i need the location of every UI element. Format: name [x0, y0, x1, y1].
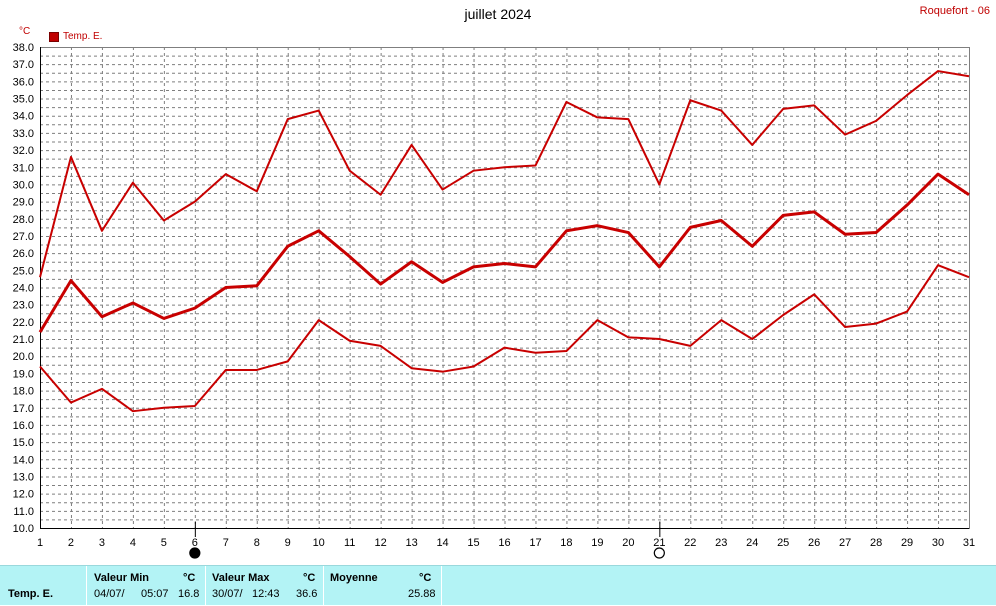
x-tick-label: 9: [285, 537, 291, 549]
y-tick-label: 16.0: [13, 420, 34, 432]
mean-value: 25.88: [408, 588, 436, 600]
max-date: 30/07/: [212, 588, 243, 600]
legend-swatch: [49, 31, 59, 42]
series-line-min: [39, 264, 970, 413]
y-tick-label: 12.0: [13, 489, 34, 501]
y-tick-label: 35.0: [13, 94, 34, 106]
x-tick-label: 10: [313, 537, 325, 549]
x-tick-label: 27: [839, 537, 851, 549]
mean-unit: °C: [419, 572, 432, 584]
chart-plot: 10.0 11.0 12.0 13.0 14.0 15.0 16.0 17.0 18.0 19.0…: [13, 42, 975, 559]
y-tick-label: 33.0: [13, 128, 34, 140]
y-tick-label: 37.0: [13, 59, 34, 71]
stats-divider: [441, 566, 442, 606]
stats-divider: [86, 566, 87, 606]
min-value: 16.8: [178, 588, 200, 600]
grid: [40, 47, 969, 528]
y-tick-label: 25.0: [13, 265, 34, 277]
min-unit: °C: [183, 572, 196, 584]
x-tick-label: 7: [223, 537, 229, 549]
y-tick-label: 23.0: [13, 300, 34, 312]
statistics-bar: Temp. E. Valeur Min °C 04/07/ 05:07 16.8…: [0, 565, 996, 606]
min-date: 04/07/: [94, 588, 125, 600]
x-tick-label: 5: [161, 537, 167, 549]
y-tick-label: 34.0: [13, 111, 34, 123]
y-tick-label: 27.0: [13, 231, 34, 243]
series-lines: [38, 70, 970, 413]
y-tick-label: 14.0: [13, 454, 34, 466]
y-tick-label: 26.0: [13, 248, 34, 260]
x-tick-label: 21: [653, 537, 665, 549]
y-tick-label: 10.0: [13, 523, 34, 535]
min-time: 05:07: [141, 588, 169, 600]
moon-phase-markers: [189, 522, 665, 559]
x-tick-label: 22: [684, 537, 696, 549]
y-tick-label: 17.0: [13, 403, 34, 415]
x-tick-label: 29: [901, 537, 913, 549]
y-tick-label: 29.0: [13, 197, 34, 209]
y-tick-label: 22.0: [13, 317, 34, 329]
x-axis-ticks: 1 2 3 4 5 6 7 8 9 10 11 12 13 14 15 16 17 18 19 20 21 22 23 24 2…: [37, 537, 975, 549]
x-tick-label: 28: [870, 537, 882, 549]
y-tick-label: 18.0: [13, 386, 34, 398]
x-tick-label: 2: [68, 537, 74, 549]
stats-divider: [323, 566, 324, 606]
x-tick-label: 25: [777, 537, 789, 549]
stats-row-label: Temp. E.: [8, 588, 54, 600]
x-tick-label: 30: [932, 537, 944, 549]
x-tick-label: 19: [591, 537, 603, 549]
x-tick-label: 6: [192, 537, 198, 549]
x-tick-label: 20: [622, 537, 634, 549]
new-moon-icon: [189, 547, 201, 559]
series-line-mean: [38, 172, 970, 333]
x-tick-label: 17: [529, 537, 541, 549]
y-tick-label: 28.0: [13, 214, 34, 226]
full-moon-icon: [653, 547, 665, 559]
x-tick-label: 23: [715, 537, 727, 549]
legend: Temp. E.: [49, 31, 102, 42]
x-tick-label: 3: [99, 537, 105, 549]
x-tick-label: 12: [375, 537, 387, 549]
chart-title: juillet 2024: [464, 6, 532, 22]
y-tick-label: 19.0: [13, 368, 34, 380]
y-tick-label: 38.0: [13, 42, 34, 54]
x-tick-label: 31: [963, 537, 975, 549]
x-tick-label: 16: [498, 537, 510, 549]
y-tick-label: 24.0: [13, 283, 34, 295]
x-tick-label: 24: [746, 537, 758, 549]
stats-divider: [205, 566, 206, 606]
y-tick-label: 36.0: [13, 76, 34, 88]
legend-label: Temp. E.: [63, 31, 103, 42]
x-tick-label: 11: [344, 537, 355, 549]
x-tick-label: 8: [254, 537, 260, 549]
y-tick-label: 20.0: [13, 351, 34, 363]
x-tick-label: 18: [560, 537, 572, 549]
x-tick-label: 15: [467, 537, 479, 549]
x-tick-label: 13: [405, 537, 417, 549]
max-label: Valeur Max: [212, 572, 270, 584]
y-tick-label: 31.0: [13, 162, 34, 174]
max-time: 12:43: [252, 588, 280, 600]
max-value: 36.6: [296, 588, 318, 600]
x-tick-label: 4: [130, 537, 136, 549]
series-line-max: [39, 70, 970, 278]
min-label: Valeur Min: [94, 572, 150, 584]
y-tick-label: 32.0: [13, 145, 34, 157]
x-tick-label: 1: [37, 537, 43, 549]
y-tick-label: 30.0: [13, 179, 34, 191]
y-tick-label: 21.0: [13, 334, 34, 346]
x-tick-label: 26: [808, 537, 820, 549]
y-axis-unit: °C: [19, 26, 31, 37]
y-tick-label: 11.0: [13, 506, 34, 518]
y-axis-ticks: 10.0 11.0 12.0 13.0 14.0 15.0 16.0 17.0 18.0 19.0…: [13, 42, 34, 535]
station-label: Roquefort - 06: [919, 5, 990, 17]
mean-label: Moyenne: [330, 572, 378, 584]
y-tick-label: 13.0: [13, 471, 34, 483]
y-tick-label: 15.0: [13, 437, 34, 449]
chart-area: juillet 2024 Roquefort - 06 °C Temp. E. …: [13, 5, 990, 559]
x-tick-label: 14: [436, 537, 448, 549]
max-unit: °C: [303, 572, 316, 584]
